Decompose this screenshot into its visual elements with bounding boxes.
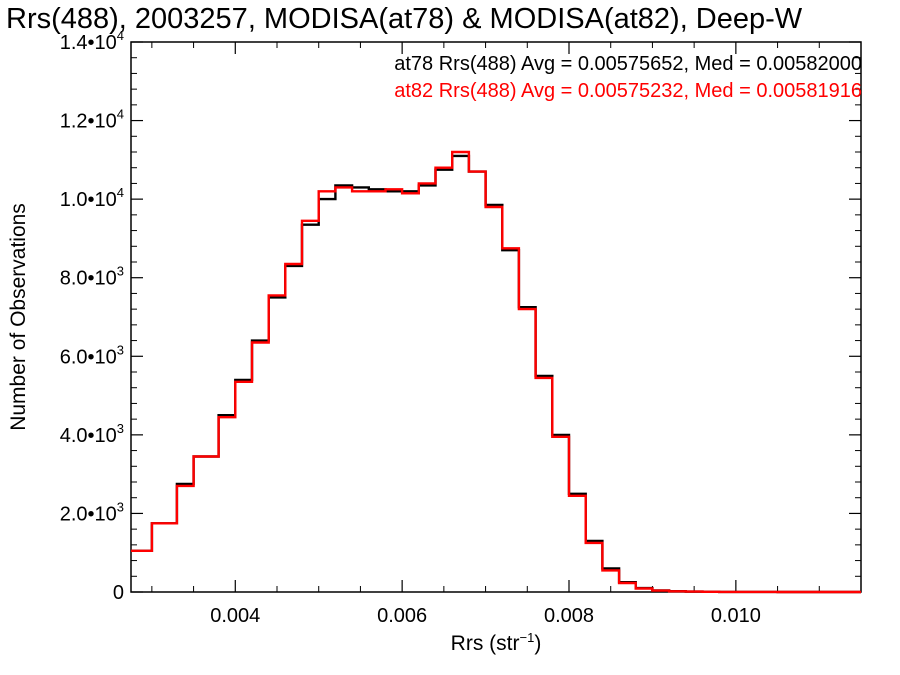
plot-frame bbox=[130, 41, 862, 593]
x-axis-label: Rrs (str−1) bbox=[451, 630, 542, 655]
y-tick-mantissa: 0 bbox=[113, 582, 124, 604]
y-tick-exponent: 3 bbox=[117, 421, 124, 436]
series-line-at82 bbox=[131, 150, 861, 594]
y-tick-mantissa: 1.0•10 bbox=[60, 189, 117, 211]
x-axis: 0.004 0.006 0.008 0.010 bbox=[151, 42, 862, 627]
series-line-at78 bbox=[131, 154, 861, 594]
y-tick-exponent: 3 bbox=[117, 499, 124, 514]
y-tick-mantissa: 8.0•10 bbox=[60, 268, 117, 290]
chart-title: Rrs(488), 2003257, MODISA(at78) & MODISA… bbox=[6, 3, 803, 35]
x-axis-label-close: ) bbox=[534, 632, 541, 655]
y-axis: 02.0•1034.0•1036.0•1038.0•1031.0•1041.2•… bbox=[60, 28, 861, 604]
x-axis-label-main: Rrs (str bbox=[451, 632, 520, 655]
legend-entry-at82: at82 Rrs(488) Avg = 0.00575232, Med = 0.… bbox=[394, 80, 862, 102]
y-tick-label: 2.0•103 bbox=[60, 499, 124, 525]
y-tick-exponent: 4 bbox=[117, 107, 124, 122]
y-tick-exponent: 3 bbox=[117, 342, 124, 357]
x-axis-label-sup: −1 bbox=[520, 630, 535, 645]
y-tick-exponent: 3 bbox=[117, 264, 124, 279]
x-tick-label: 0.008 bbox=[544, 605, 594, 627]
y-tick-label: 0 bbox=[113, 582, 124, 604]
y-tick-label: 1.2•104 bbox=[60, 107, 124, 133]
y-tick-label: 8.0•103 bbox=[60, 264, 124, 290]
y-tick-label: 6.0•103 bbox=[60, 342, 124, 368]
series-group bbox=[131, 150, 861, 594]
x-tick-label: 0.004 bbox=[210, 605, 260, 627]
x-tick-label: 0.010 bbox=[711, 605, 761, 627]
y-tick-label: 4.0•103 bbox=[60, 421, 124, 447]
y-tick-mantissa: 2.0•10 bbox=[60, 503, 117, 525]
y-tick-mantissa: 1.4•10 bbox=[60, 32, 117, 54]
x-tick-label: 0.006 bbox=[377, 605, 427, 627]
y-tick-exponent: 4 bbox=[117, 185, 124, 200]
y-tick-label: 1.4•104 bbox=[60, 28, 124, 54]
y-tick-label: 1.0•104 bbox=[60, 185, 124, 211]
y-tick-mantissa: 1.2•10 bbox=[60, 111, 117, 133]
y-tick-exponent: 4 bbox=[117, 28, 124, 43]
y-tick-mantissa: 6.0•10 bbox=[60, 346, 117, 368]
legend-entry-at78: at78 Rrs(488) Avg = 0.00575652, Med = 0.… bbox=[394, 53, 862, 75]
y-tick-mantissa: 4.0•10 bbox=[60, 425, 117, 447]
y-axis-label: Number of Observations bbox=[7, 203, 30, 431]
